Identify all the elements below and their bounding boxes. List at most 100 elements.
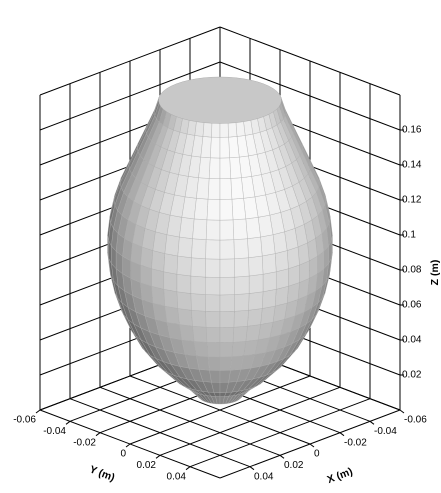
surface-facet (228, 123, 237, 137)
x-tick-label: 0 (314, 449, 320, 460)
z-tick-label: 0.08 (402, 265, 422, 276)
surface-facet (207, 342, 220, 357)
surface-facet (220, 357, 232, 371)
surface-facet (177, 274, 191, 293)
y-tick-label: 0 (120, 449, 126, 460)
z-axis-title: Z (m) (429, 260, 441, 286)
surface-facet (191, 310, 206, 327)
chart: 0.020.040.060.080.10.120.140.16-0.06-0.0… (0, 0, 441, 493)
surface-facet (178, 237, 193, 258)
surface-facet (232, 341, 246, 356)
surface-facet (234, 258, 249, 277)
surface-facet (205, 259, 220, 278)
surface-facet (206, 220, 220, 240)
surface-facet (231, 178, 244, 199)
surface-facet (191, 276, 205, 295)
surface-facet (262, 289, 276, 308)
surface-facet (276, 269, 288, 290)
surface-facet (208, 178, 220, 199)
surface-facet (220, 178, 232, 199)
x-tick-label: -0.06 (404, 415, 427, 426)
y-axis-title: Y (m) (88, 464, 117, 485)
surface-facet (234, 239, 249, 259)
x-tick (250, 467, 254, 470)
surface-facet (234, 294, 249, 312)
surface-facet (263, 272, 276, 292)
z-tick-label: 0.04 (402, 335, 422, 346)
surface-facet (193, 219, 207, 240)
y-tick-label: 0.04 (167, 471, 187, 482)
surface-facet (220, 259, 235, 278)
surface-facet (179, 325, 194, 342)
surface-facet (220, 240, 234, 259)
y-tick (186, 467, 190, 470)
surface-facet (179, 217, 194, 238)
surface-facet (152, 269, 164, 290)
surface-facet (177, 292, 191, 311)
surface-facet (210, 137, 220, 158)
surface-facet (193, 326, 207, 342)
surface-facet (209, 158, 220, 179)
surface-facet (275, 251, 288, 272)
y-tick (36, 410, 40, 413)
surface-facet (194, 341, 208, 356)
surface-facet (261, 235, 276, 256)
surface-facet (220, 370, 231, 382)
surface-facet (203, 123, 212, 137)
z-tick-label: 0.12 (402, 195, 422, 206)
z-tick-label: 0.16 (402, 125, 422, 136)
surface-facet (205, 277, 220, 295)
x-tick (400, 410, 404, 413)
surface-facet (206, 240, 220, 259)
surface-facet (208, 357, 220, 371)
surface-facet (230, 157, 242, 178)
surface-facet (164, 289, 178, 308)
surface-facet (247, 237, 262, 258)
surface-facet (249, 274, 263, 293)
y-tick-label: -0.02 (73, 437, 96, 448)
surface-facet (233, 219, 247, 240)
surface-facet (249, 256, 263, 276)
z-tick-label: 0.02 (402, 370, 422, 381)
y-tick-label: 0.02 (137, 460, 157, 471)
surface-facet (206, 327, 220, 342)
x-tick-label: -0.04 (374, 426, 397, 437)
surface-facet (220, 342, 233, 357)
surface-facet (235, 276, 249, 295)
surface-facet (220, 311, 234, 327)
surface-facet (220, 158, 231, 179)
surface-facet (191, 239, 206, 259)
surface-facet (196, 178, 209, 199)
z-tick-label: 0.14 (402, 160, 422, 171)
x-tick-label: 0.04 (254, 471, 274, 482)
surface-facet (220, 123, 229, 137)
surface-facet (234, 310, 249, 327)
surface-facet (246, 325, 261, 342)
surface-cap (158, 77, 281, 123)
surface-facet (246, 217, 261, 238)
surface-facet (165, 235, 180, 256)
surface-facet (262, 254, 276, 275)
surface-facet (178, 309, 193, 327)
surface-facet (249, 292, 263, 311)
surface-facet (220, 295, 235, 312)
surface-facet (211, 123, 220, 137)
x-tick (280, 455, 284, 458)
x-tick (310, 444, 314, 447)
x-tick (340, 433, 344, 436)
surface-facet (205, 295, 220, 312)
surface-facet (233, 326, 247, 342)
surface (108, 77, 333, 404)
y-tick-label: -0.06 (13, 415, 36, 426)
surface-facet (177, 256, 191, 276)
surface-facet (153, 232, 167, 254)
surface-facet (194, 198, 208, 220)
y-tick (156, 455, 160, 458)
surface-facet (220, 277, 235, 295)
surface-facet (220, 327, 234, 342)
surface-facet (220, 199, 233, 220)
surface-facet (199, 157, 211, 178)
surface-facet (273, 232, 287, 254)
surface-facet (164, 254, 178, 275)
surface-facet (152, 251, 165, 272)
